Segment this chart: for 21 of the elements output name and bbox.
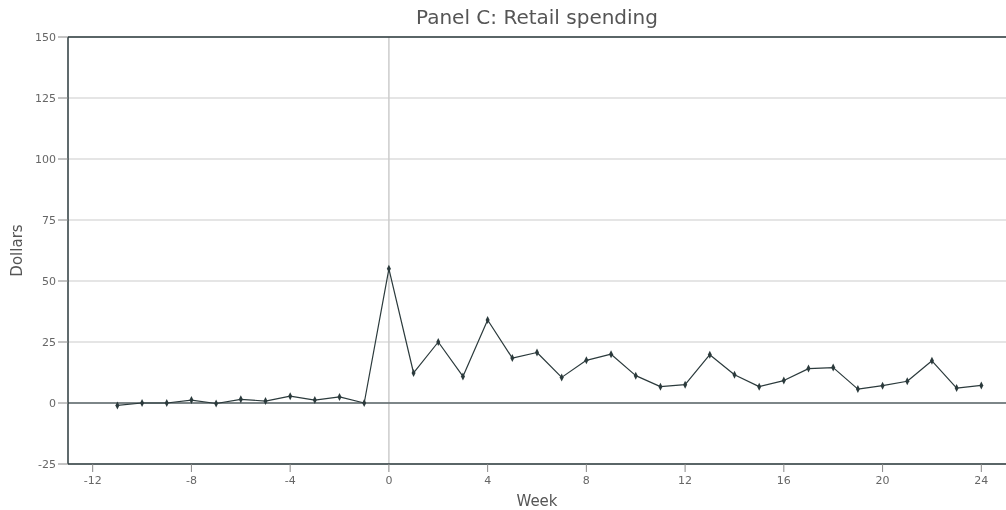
x-tick-label: 20 bbox=[875, 474, 890, 487]
x-tick-label: -8 bbox=[185, 474, 197, 487]
y-tick-label: 25 bbox=[42, 335, 56, 349]
x-tick-label: 12 bbox=[678, 474, 693, 487]
x-axis-title: Week bbox=[516, 492, 558, 510]
y-tick-label: 75 bbox=[42, 213, 56, 227]
x-tick-label: 4 bbox=[484, 474, 492, 487]
chart-title: Panel C: Retail spending bbox=[416, 5, 658, 29]
y-tick-label: 50 bbox=[42, 274, 56, 288]
y-tick-label: 150 bbox=[35, 30, 56, 44]
x-tick-label: -4 bbox=[284, 474, 296, 487]
x-tick-label: 8 bbox=[582, 474, 590, 487]
y-tick-label: 125 bbox=[35, 91, 56, 105]
y-tick-label: 100 bbox=[35, 152, 56, 166]
x-tick-label: 16 bbox=[776, 474, 791, 487]
y-axis-title: Dollars bbox=[8, 224, 26, 277]
x-tick-label: -12 bbox=[83, 474, 102, 487]
x-tick-label: 24 bbox=[974, 474, 989, 487]
x-tick-label: 0 bbox=[385, 474, 393, 487]
y-tick-label: -25 bbox=[38, 457, 56, 471]
y-tick-label: 0 bbox=[49, 396, 56, 410]
